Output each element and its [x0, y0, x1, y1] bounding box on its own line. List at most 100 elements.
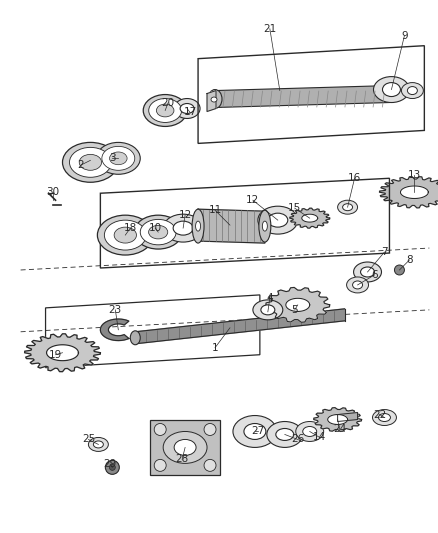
Text: 16: 16: [347, 173, 360, 183]
Ellipse shape: [373, 77, 409, 102]
Polygon shape: [100, 319, 129, 341]
Text: 29: 29: [103, 459, 117, 470]
Polygon shape: [25, 334, 100, 372]
Ellipse shape: [104, 220, 146, 250]
Text: 22: 22: [372, 409, 385, 419]
Circle shape: [204, 424, 215, 435]
Text: 26: 26: [290, 434, 304, 445]
Polygon shape: [337, 413, 357, 422]
Ellipse shape: [148, 225, 167, 239]
Ellipse shape: [302, 426, 316, 437]
Polygon shape: [313, 408, 361, 431]
Ellipse shape: [406, 86, 417, 94]
Ellipse shape: [252, 300, 282, 320]
Text: 6: 6: [371, 270, 377, 280]
Polygon shape: [378, 176, 438, 208]
Polygon shape: [265, 287, 329, 322]
Ellipse shape: [130, 331, 140, 345]
Ellipse shape: [372, 409, 396, 425]
Text: 27: 27: [251, 426, 264, 437]
Ellipse shape: [93, 441, 103, 448]
Ellipse shape: [88, 438, 108, 451]
Ellipse shape: [114, 227, 136, 243]
Polygon shape: [399, 186, 427, 198]
Ellipse shape: [295, 422, 323, 441]
Circle shape: [154, 459, 166, 471]
Polygon shape: [207, 91, 215, 111]
Polygon shape: [289, 208, 329, 228]
Ellipse shape: [180, 103, 194, 114]
Ellipse shape: [258, 210, 270, 242]
Ellipse shape: [346, 277, 367, 293]
Ellipse shape: [275, 429, 293, 440]
Ellipse shape: [260, 305, 274, 315]
Text: 11: 11: [208, 205, 221, 215]
Text: 14: 14: [312, 432, 325, 442]
Polygon shape: [215, 86, 389, 108]
Ellipse shape: [148, 99, 181, 123]
Polygon shape: [198, 209, 264, 243]
Ellipse shape: [195, 221, 200, 231]
Text: 12: 12: [246, 195, 259, 205]
Text: 21: 21: [263, 24, 276, 34]
Ellipse shape: [143, 94, 187, 126]
Ellipse shape: [266, 422, 302, 447]
Ellipse shape: [378, 414, 389, 422]
Ellipse shape: [110, 152, 127, 165]
Ellipse shape: [174, 439, 196, 455]
Text: 13: 13: [407, 170, 420, 180]
Text: 8: 8: [405, 255, 412, 265]
Ellipse shape: [360, 267, 374, 277]
Ellipse shape: [97, 215, 153, 255]
Ellipse shape: [400, 83, 422, 99]
Ellipse shape: [257, 206, 297, 234]
Ellipse shape: [211, 97, 216, 102]
Text: 3: 3: [109, 154, 115, 163]
Ellipse shape: [140, 220, 176, 245]
Ellipse shape: [134, 215, 182, 249]
Text: 7: 7: [380, 247, 387, 257]
Text: 9: 9: [400, 31, 407, 41]
Circle shape: [394, 265, 403, 275]
Text: 15: 15: [287, 203, 301, 213]
Text: 5: 5: [291, 305, 297, 315]
Ellipse shape: [244, 424, 265, 439]
Circle shape: [105, 461, 119, 474]
Text: 25: 25: [81, 434, 95, 445]
Text: 24: 24: [332, 424, 346, 434]
Polygon shape: [135, 309, 344, 344]
Ellipse shape: [173, 221, 193, 235]
Ellipse shape: [102, 147, 134, 171]
Ellipse shape: [208, 90, 222, 109]
Ellipse shape: [69, 148, 111, 177]
Ellipse shape: [156, 104, 173, 117]
Ellipse shape: [62, 142, 118, 182]
Text: 17: 17: [183, 108, 196, 117]
Ellipse shape: [79, 155, 101, 171]
Ellipse shape: [353, 262, 381, 282]
Polygon shape: [150, 419, 219, 475]
Ellipse shape: [381, 83, 399, 96]
Ellipse shape: [267, 213, 287, 227]
Ellipse shape: [342, 204, 352, 211]
Polygon shape: [46, 345, 78, 361]
Ellipse shape: [233, 416, 276, 447]
Polygon shape: [301, 214, 317, 222]
Text: 2: 2: [77, 160, 84, 171]
Text: 12: 12: [178, 210, 191, 220]
Ellipse shape: [163, 214, 203, 242]
Text: 23: 23: [109, 305, 122, 315]
Polygon shape: [327, 415, 347, 424]
Ellipse shape: [163, 432, 207, 463]
Text: 30: 30: [46, 187, 59, 197]
Polygon shape: [285, 298, 309, 311]
Text: 10: 10: [148, 223, 161, 233]
Ellipse shape: [352, 281, 362, 289]
Text: 4: 4: [266, 293, 272, 303]
Text: 20: 20: [161, 98, 174, 108]
Ellipse shape: [262, 221, 267, 231]
Circle shape: [204, 459, 215, 471]
Text: 19: 19: [49, 350, 62, 360]
Ellipse shape: [174, 99, 200, 118]
Circle shape: [154, 424, 166, 435]
